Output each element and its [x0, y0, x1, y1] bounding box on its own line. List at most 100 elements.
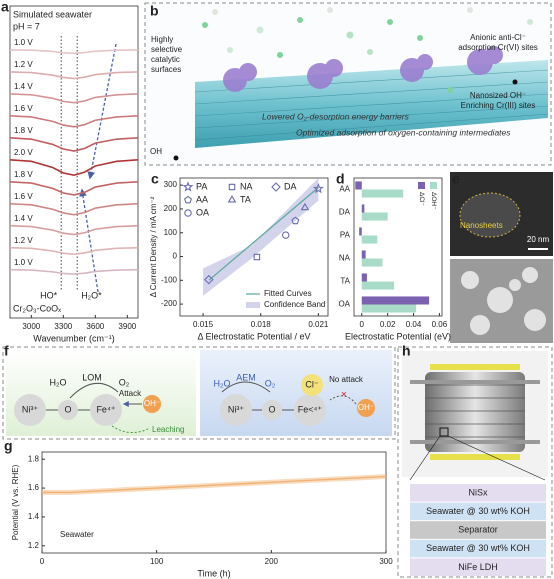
legend-label: TA — [240, 194, 251, 204]
legend-swatch — [246, 302, 260, 308]
legend-marker — [227, 195, 237, 203]
panel-label: b — [150, 3, 159, 19]
x-tick-label: 0.02 — [380, 320, 396, 329]
line — [9, 159, 139, 177]
x-tick-label: 0 — [360, 320, 365, 329]
atom-label: O — [64, 404, 71, 414]
trend-arrow — [79, 188, 99, 293]
x-tick-label: 3900 — [118, 322, 136, 331]
reference-label: H₂O* — [81, 290, 102, 300]
x-tick-label: 0.04 — [406, 320, 422, 329]
annotation: H₂O — [214, 378, 231, 388]
panel-label: c — [151, 171, 159, 187]
point — [253, 253, 261, 261]
line — [9, 268, 139, 275]
annotation: catalytic — [151, 55, 180, 64]
bar — [359, 227, 362, 236]
y-tick-label: 1.2 — [28, 541, 40, 550]
y-tick-label: 1.4 — [28, 512, 40, 521]
legend-swatch — [418, 182, 425, 189]
legend-label: DA — [284, 181, 297, 191]
series-label: 1.8 V — [14, 126, 33, 135]
annotation: Simulated seawater — [13, 9, 92, 19]
fit-line — [208, 187, 319, 281]
plot-frame — [9, 5, 139, 319]
series-label: 1.6 V — [14, 104, 33, 113]
annotation: OH — [150, 147, 162, 156]
layer-label: Separator — [458, 525, 498, 535]
layer — [410, 484, 546, 502]
panel-frame — [2, 346, 396, 440]
panel-label: d — [336, 171, 345, 187]
annotation: Attack — [119, 389, 142, 398]
bar — [361, 304, 417, 313]
panel-label: a — [1, 0, 9, 15]
layer — [410, 558, 546, 576]
trend-arrow — [87, 43, 117, 180]
bar — [361, 281, 395, 290]
y-tick-label: NA — [339, 254, 351, 263]
point — [204, 274, 214, 285]
point — [281, 231, 290, 239]
y-tick-label: 100 — [164, 228, 178, 237]
image-label: Nanosheets — [460, 221, 503, 230]
annotation: O₂ — [119, 377, 130, 387]
legend-label: AA — [196, 194, 208, 204]
y-tick-label: AA — [339, 185, 350, 194]
x-axis-label: Time (h) — [197, 568, 230, 578]
ion-label: OH⁻ — [358, 403, 374, 412]
particles — [461, 267, 546, 335]
y-tick-label: PA — [340, 231, 351, 240]
legend-label: ΔOH⁻ — [430, 192, 437, 210]
y-tick-label: DA — [339, 208, 351, 217]
annotation: Nanosized OH⁻ — [470, 91, 526, 100]
series-label: 1.6 V — [14, 192, 33, 201]
line — [42, 475, 387, 494]
x-axis-label: Electrostatic Potential (eV) — [345, 331, 451, 341]
legend-label: NA — [240, 181, 253, 191]
line — [9, 137, 139, 152]
legend-label: Confidence Band — [264, 300, 325, 309]
x-tick-label: 300 — [379, 557, 393, 566]
series-label: 1.0 V — [14, 38, 33, 47]
x-axis-label: Wavenumber (cm⁻¹) — [33, 333, 114, 343]
annotation: Leaching — [152, 425, 184, 434]
annotation: AEM — [236, 372, 256, 382]
bar — [361, 296, 430, 305]
annotation: H₂O — [50, 377, 67, 387]
x-tick-label: 3300 — [54, 322, 72, 331]
series-label: 1.2 V — [14, 236, 33, 245]
bar — [361, 250, 366, 259]
layer-label: Seawater @ 30 wt% KOH — [426, 543, 530, 553]
device — [409, 364, 546, 481]
panel-label: f — [4, 343, 9, 359]
bar — [361, 212, 388, 221]
layer — [410, 502, 546, 521]
x-tick-label: 200 — [265, 557, 279, 566]
line — [9, 202, 139, 216]
slab-stripes — [194, 69, 549, 141]
annotation: Cr₂O₃-CoOₓ — [13, 303, 61, 313]
line — [9, 224, 139, 236]
annotation: selective — [151, 45, 183, 54]
catalyst-slab — [195, 60, 548, 148]
legend-label: OA — [196, 207, 209, 217]
scale-label: 20 nm — [527, 235, 550, 244]
ion-label: OH⁻ — [144, 399, 160, 408]
annotation: Highly — [151, 35, 173, 44]
panel-frame — [397, 346, 553, 578]
panel-label: g — [4, 438, 13, 454]
y-tick-label: -200 — [161, 299, 178, 308]
layer — [410, 539, 546, 558]
series-label: 1.4 V — [14, 214, 33, 223]
bar — [355, 181, 362, 190]
x-tick-label: 0.06 — [432, 320, 448, 329]
line — [9, 115, 139, 128]
atom-label: O — [268, 404, 275, 414]
atom-label: Fe<⁴⁺ — [298, 404, 323, 414]
bar — [361, 235, 378, 244]
annotation: Lowered O₂-desorption energy barriers — [262, 111, 410, 121]
line — [9, 49, 139, 55]
annotation: Anionic anti-Cl⁻ — [470, 33, 526, 42]
legend-label: PA — [196, 181, 207, 191]
